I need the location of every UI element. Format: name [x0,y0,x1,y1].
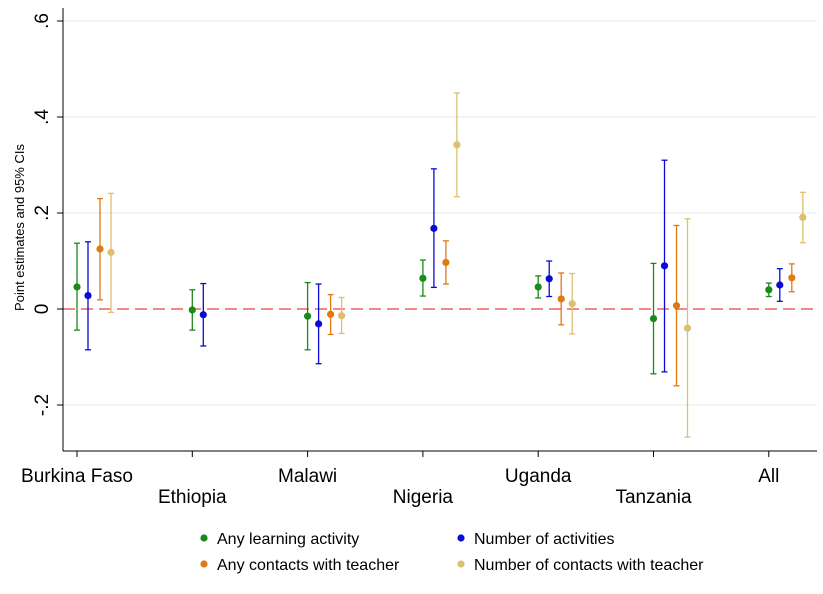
point-estimate [419,274,427,282]
point-estimate [315,320,323,328]
point-estimate [199,311,207,319]
y-axis-title: Point estimates and 95% CIs [12,144,27,311]
legend-marker [457,534,465,542]
point-estimate [304,312,312,320]
legend-label: Number of activities [474,531,615,548]
x-tick-label: Malawi [278,466,337,487]
ci-mark [430,168,438,289]
point-estimate [430,224,438,232]
x-tick-label: Ethiopia [158,487,227,508]
x-tick-label: Burkina Faso [21,466,133,487]
y-ticks: .6 .4 .2 0 -.2 [32,13,63,416]
point-estimate [557,295,565,303]
point-estimate [776,281,784,289]
legend-item: Number of contacts with teacher [457,557,704,574]
ci-mark [442,240,450,285]
y-tick-label: -.2 [32,394,53,416]
x-tick-label: Uganda [505,466,572,487]
point-estimate [84,291,92,300]
ci-mark [419,259,427,297]
ci-mark [338,296,346,335]
ci-mark [96,197,104,301]
legend-label: Any learning activity [217,531,359,548]
y-tick-label: .6 [32,13,53,29]
ci-mark [199,282,207,347]
point-estimate [683,324,692,332]
x-tick-label: Nigeria [393,487,454,508]
ci-mark [304,281,312,351]
ci-mark [327,293,335,336]
x-ticks: Burkina Faso Ethiopia Malawi Nigeria Uganda T… [21,451,779,508]
point-estimate [799,213,807,221]
ci-mark [649,262,658,375]
point-estimate [672,302,681,310]
point-estimate [453,141,461,149]
point-estimate [107,248,115,256]
legend-marker [200,560,208,568]
ci-mark [534,275,542,299]
point-estimate [188,306,196,314]
ci-mark [776,268,784,302]
point-estimate [96,245,104,253]
ci-mark [557,272,565,326]
ci-mark [453,92,461,198]
ci-mark [765,282,773,298]
ci-mark [568,272,576,335]
x-tick-label: Tanzania [615,487,691,508]
ci-mark [188,289,196,331]
ci-mark [84,241,92,351]
point-estimate [338,312,346,320]
ci-mark [660,159,669,373]
ci-mark [73,242,81,331]
point-estimate [327,310,335,318]
legend: Any learning activity Number of activitie… [200,531,704,574]
point-estimate [765,286,773,294]
point-estimate [545,275,553,283]
ci-mark [788,263,796,293]
point-estimate [660,262,669,270]
data-marks [73,92,807,438]
legend-item: Any learning activity [200,531,359,548]
ci-mark [107,192,115,314]
legend-marker [200,534,208,542]
point-estimate [649,315,658,323]
legend-label: Number of contacts with teacher [474,557,704,574]
point-estimate [442,258,450,267]
legend-item: Any contacts with teacher [200,557,400,574]
point-estimate [534,283,542,291]
y-tick-label: .4 [32,109,53,125]
grid-lines [63,20,817,406]
point-estimate [73,283,81,291]
y-tick-label: .2 [32,205,53,221]
legend-marker [457,560,465,568]
legend-label: Any contacts with teacher [217,557,400,574]
point-estimate [788,274,796,282]
x-tick-label: All [758,466,779,487]
ci-mark [672,224,681,387]
ci-mark [799,191,807,244]
point-estimate [568,300,576,308]
ci-mark [683,218,692,438]
y-tick-label: 0 [32,304,53,315]
legend-item: Number of activities [457,531,615,548]
ci-mark [545,260,553,298]
ci-mark [315,283,323,365]
